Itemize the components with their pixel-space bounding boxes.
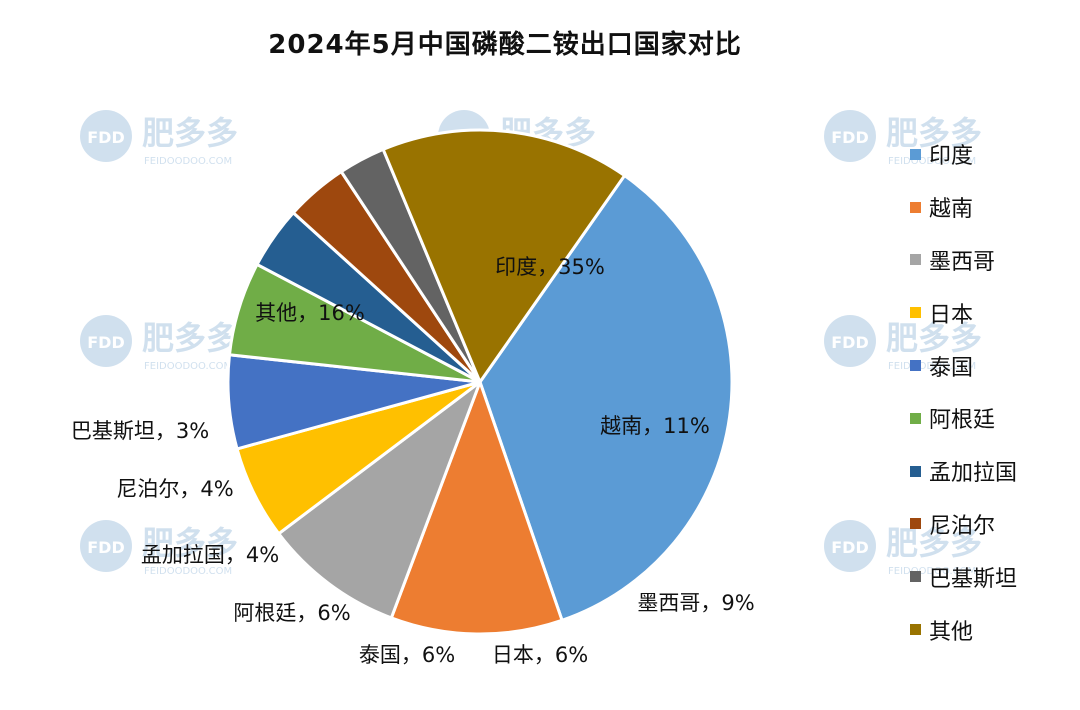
- slice-labels: 印度，35% 越南，11% 墨西哥，9% 日本，6% 泰国，6% 阿根廷，6% 孟加拉国，4…: [71, 255, 755, 667]
- legend-item-5: 泰国: [910, 339, 1070, 392]
- watermark-logo-4: FDD 肥多多 FEIDOODOO.COM: [80, 315, 238, 372]
- legend-label-3: 墨西哥: [929, 249, 996, 275]
- legend-item-2: 越南: [910, 181, 1070, 234]
- pie-slice-10: [381, 128, 627, 386]
- legend-swatch-7: [910, 465, 921, 477]
- svg-text:FDD: FDD: [87, 333, 125, 352]
- legend-swatch-2: [910, 201, 921, 213]
- pie-slice-1: [478, 173, 734, 623]
- legend-item-6: 阿根廷: [910, 392, 1070, 445]
- legend-item-1: 印度: [910, 128, 1070, 181]
- svg-text:FDD: FDD: [87, 538, 125, 557]
- legend-label-4: 日本: [929, 302, 974, 328]
- legend-item-3: 墨西哥: [910, 234, 1070, 287]
- legend-item-4: 日本: [910, 286, 1070, 339]
- watermark-logo-5: FDD 肥多多 FEIDOODOO.COM: [824, 315, 982, 372]
- legend-label-8: 尼泊尔: [929, 513, 996, 539]
- legend-swatch-1: [910, 148, 921, 160]
- legend-label-1: 印度: [929, 144, 974, 170]
- legend-label-2: 越南: [929, 197, 974, 223]
- watermark-logo-7: FDD 肥多多 FEIDOODOO.COM: [824, 520, 982, 577]
- svg-text:肥多多: 肥多多: [886, 524, 982, 562]
- legend-label-6: 阿根廷: [929, 408, 996, 434]
- watermark-logo-3: FDD 肥多多 FEIDOODOO.COM: [824, 110, 982, 167]
- svg-text:肥多多: 肥多多: [886, 114, 982, 152]
- legend-item-7: 孟加拉国: [910, 445, 1070, 498]
- legend-label-9: 巴基斯坦: [929, 566, 1018, 592]
- data-label-5: 泰国，6%: [359, 643, 455, 667]
- legend-label-7: 孟加拉国: [929, 461, 1018, 487]
- watermark-logo-1: FDD 肥多多 FEIDOODOO.COM: [80, 110, 238, 167]
- data-label-7: 孟加拉国，4%: [141, 543, 279, 567]
- data-label-9: 巴基斯坦，3%: [71, 419, 209, 443]
- legend-item-8: 尼泊尔: [910, 498, 1070, 551]
- svg-text:FEIDOODOO.COM: FEIDOODOO.COM: [888, 156, 976, 167]
- legend-swatch-10: [910, 624, 921, 636]
- pie-slice-2: [389, 377, 564, 636]
- svg-text:肥多多: 肥多多: [142, 114, 238, 152]
- data-label-6: 阿根廷，6%: [233, 601, 350, 625]
- svg-text:FEIDOODOO.COM: FEIDOODOO.COM: [888, 566, 976, 577]
- data-label-2: 越南，11%: [600, 414, 710, 438]
- legend-swatch-8: [910, 518, 921, 530]
- svg-text:肥多多: 肥多多: [142, 319, 238, 357]
- svg-text:肥多多: 肥多多: [886, 319, 982, 357]
- legend-swatch-9: [910, 571, 921, 583]
- pie-slices: [226, 128, 734, 636]
- legend-label-5: 泰国: [929, 355, 974, 381]
- data-label-1: 印度，35%: [495, 255, 605, 279]
- legend-swatch-4: [910, 307, 921, 319]
- svg-text:FEIDOODOO.COM: FEIDOODOO.COM: [144, 361, 232, 372]
- svg-text:肥多多: 肥多多: [142, 524, 238, 562]
- svg-text:FEIDOODOO.COM: FEIDOODOO.COM: [888, 361, 976, 372]
- data-label-10: 其他，16%: [255, 301, 365, 325]
- svg-text:FDD: FDD: [831, 333, 869, 352]
- chart-title: 2024年5月中国磷酸二铵出口国家对比: [268, 30, 742, 60]
- pie-slice-3: [276, 377, 484, 620]
- svg-text:FEIDOODOO.COM: FEIDOODOO.COM: [144, 566, 232, 577]
- legend-label-10: 其他: [929, 619, 974, 645]
- legend: 印度越南墨西哥日本泰国阿根廷孟加拉国尼泊尔巴基斯坦其他: [910, 128, 1070, 656]
- watermark-logo-6: FDD 肥多多 FEIDOODOO.COM: [80, 520, 238, 577]
- legend-item-10: 其他: [910, 603, 1070, 656]
- data-label-4: 日本，6%: [492, 643, 588, 667]
- data-label-8: 尼泊尔，4%: [116, 477, 233, 501]
- legend-swatch-3: [910, 254, 921, 266]
- svg-text:FDD: FDD: [831, 538, 869, 557]
- legend-swatch-5: [910, 360, 921, 372]
- svg-text:FEIDOODOO.COM: FEIDOODOO.COM: [144, 156, 232, 167]
- svg-text:FDD: FDD: [831, 128, 869, 147]
- data-label-3: 墨西哥，9%: [637, 591, 754, 615]
- legend-item-9: 巴基斯坦: [910, 550, 1070, 603]
- legend-swatch-6: [910, 412, 921, 424]
- svg-text:FDD: FDD: [87, 128, 125, 147]
